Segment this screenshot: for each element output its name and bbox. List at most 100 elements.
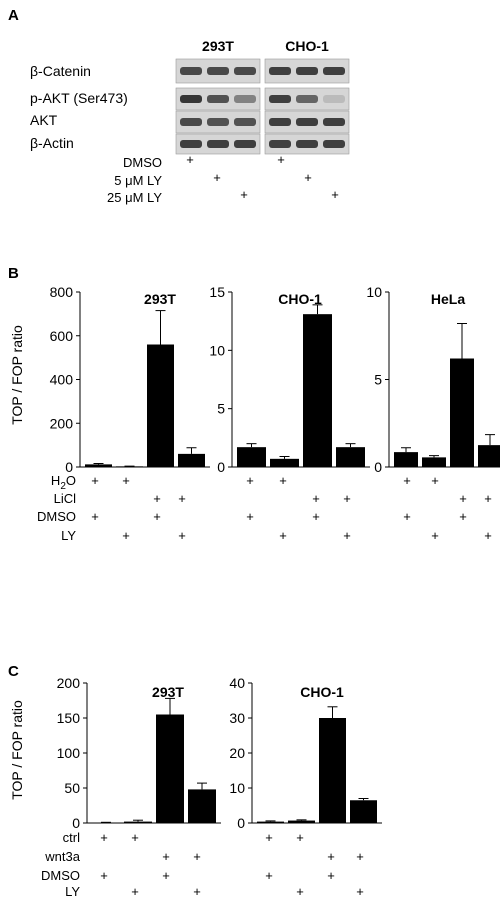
panel-b-letter: B [8,265,19,282]
plus-mark: + [459,491,467,506]
bar [319,718,346,823]
y-tick-label: 50 [64,780,80,796]
condition-label-text: wnt3a [44,849,80,864]
y-tick-label: 10 [366,284,382,300]
condition-label-text: ctrl [63,830,80,845]
y-tick-label: 800 [50,284,74,300]
panel-c-conditions: ctrl + + + + wnt3a + + + + DMSO + + + + LY + + + + [41,830,364,899]
blot-band [234,95,256,103]
condition-label: DMSO [37,509,76,524]
condition-label-tail: O [66,473,76,488]
panel-c-letter: C [8,663,19,680]
plus-mark: + [296,830,304,845]
plus-mark: + [122,528,130,543]
bar [116,466,143,468]
plus-mark: + [178,491,186,506]
blot-band [323,140,345,148]
blot-row-label: β-Actin [30,135,74,151]
blot-row-label: p-AKT (Ser473) [30,90,128,106]
plus-mark: + [279,528,287,543]
blot-band [323,95,345,103]
condition-label: DMSO [41,868,80,883]
condition-label-text: LY [65,884,80,899]
blot-band [296,140,318,148]
y-tick-label: 0 [374,459,382,475]
condition-label-text: H [51,473,60,488]
plus-mark: + [131,884,139,899]
blot-band [269,95,291,103]
blot-condition-label: 25 μM LY [107,190,162,205]
blot-row-label: AKT [30,112,58,128]
bar [478,445,500,467]
bar [288,820,315,823]
plus-mark: + [100,830,108,845]
bar [336,447,365,467]
plus-mark: + [186,152,194,167]
plus-mark: + [277,152,285,167]
plus-mark: + [343,528,351,543]
plus-mark: + [312,491,320,506]
bar [92,822,120,824]
y-tick-label: 5 [217,401,225,417]
y-tick-label: 100 [57,745,81,761]
plus-mark: + [246,509,254,524]
plus-mark: + [213,170,221,185]
blot-band [180,140,202,148]
condition-label: ctrl [63,830,80,845]
plus-mark: + [431,473,439,488]
plus-mark: + [153,509,161,524]
panel-b-conditions: H2O + + + + + + LiCl + + + + + + DMSO + + + + + + LY + + + + + + [37,473,492,543]
blot-band [207,118,229,126]
chart-title: 293T [152,684,184,700]
bar [350,800,377,823]
condition-label: H2O [51,473,76,492]
blot-band [180,118,202,126]
plus-mark: + [327,868,335,883]
blot-group-title: CHO-1 [285,38,329,54]
bar [270,458,299,467]
plus-mark: + [193,849,201,864]
y-tick-label: 20 [229,745,245,761]
plus-mark: + [356,884,364,899]
plus-mark: + [296,884,304,899]
bar [394,452,418,467]
blot-band [323,67,345,75]
chart-title: CHO-1 [300,684,344,700]
chart-title: HeLa [431,291,465,307]
blot-band [269,140,291,148]
plus-mark: + [240,187,248,202]
y-tick-label: 40 [229,675,245,691]
plus-mark: + [193,884,201,899]
bar [257,821,284,823]
y-tick-label: 200 [57,675,81,691]
bar [156,714,184,823]
condition-label: wnt3a [44,849,80,864]
condition-label: LY [61,528,76,543]
plus-mark: + [131,830,139,845]
bar [124,821,152,823]
plus-mark: + [265,830,273,845]
plus-mark: + [178,528,186,543]
y-tick-label: 10 [229,780,245,796]
plus-mark: + [484,528,492,543]
blot-band [296,118,318,126]
blot-band [207,140,229,148]
plus-mark: + [459,509,467,524]
blot-band [180,67,202,75]
chart-title: 293T [144,291,176,307]
y-tick-label: 400 [50,372,74,388]
y-tick-label: 0 [217,459,225,475]
blot-band [180,95,202,103]
plus-mark: + [246,473,254,488]
plus-mark: + [153,491,161,506]
plus-mark: + [162,849,170,864]
panel-c-charts: 0 50 100 150 200 293T 0 10 20 30 40 CHO-1 [57,675,382,831]
bar [237,447,266,467]
condition-label: LiCl [54,491,77,506]
blot-band [234,118,256,126]
blot-band [323,118,345,126]
blot-band [296,95,318,103]
panel-b-charts: 0 200 400 600 800 293T 0 5 10 15 CHO-1 0 5 10 HeLa [50,284,500,475]
bar [188,789,216,823]
